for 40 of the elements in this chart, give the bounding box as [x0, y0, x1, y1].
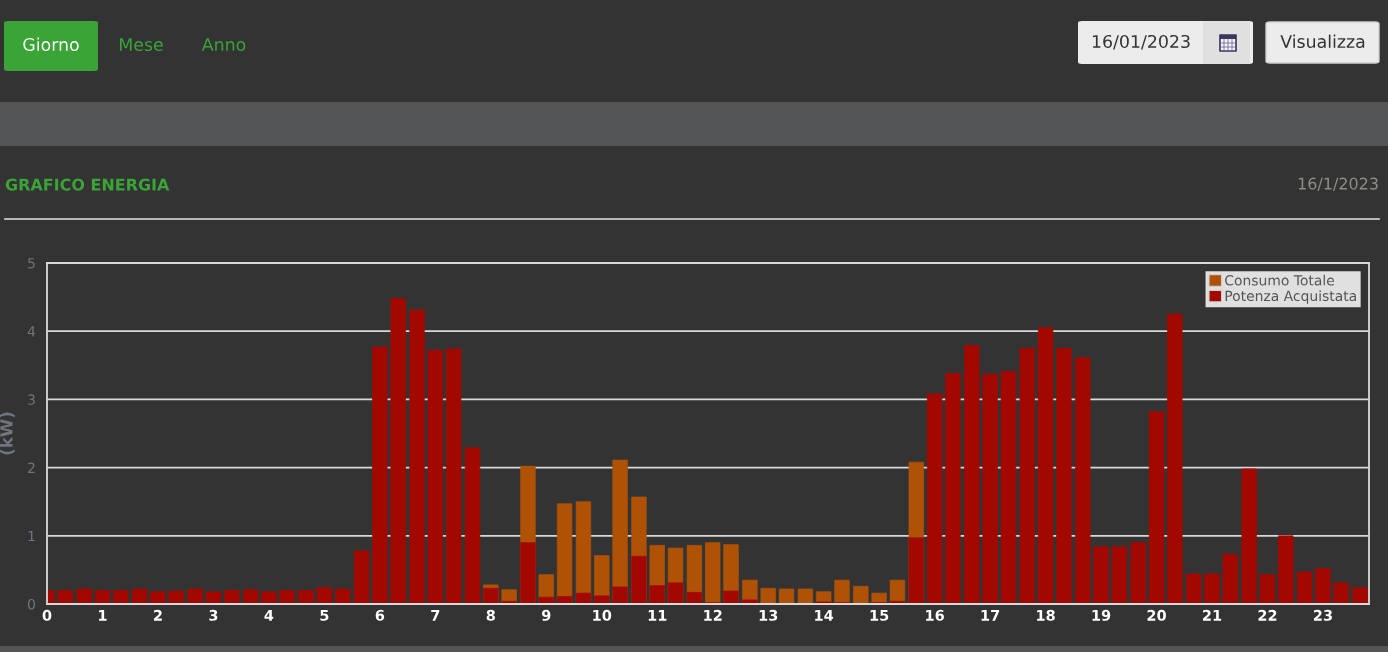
x-tick-label: 23: [1313, 609, 1332, 621]
text: Anno: [201, 38, 246, 52]
x-tick-label: 22: [1258, 609, 1277, 621]
x-tick-label: 7: [431, 610, 440, 621]
x-tick-label: 0: [42, 609, 52, 621]
x-tick-label: 14: [815, 610, 834, 621]
x-tick-label: 8: [486, 609, 495, 621]
x-tick-label: 13: [759, 609, 778, 621]
y-axis-title: (kW): [0, 412, 15, 455]
x-tick-label: 21: [1203, 609, 1222, 621]
y-tick-label: 5: [28, 258, 35, 269]
x-tick-label: 5: [320, 610, 329, 621]
y-tick-label: 2: [28, 462, 35, 473]
legend-label: Consumo Totale: [1225, 274, 1335, 286]
text: Visualizza: [1280, 34, 1365, 49]
x-tick-label: 17: [981, 610, 1000, 621]
x-tick-label: 9: [541, 609, 551, 621]
legend-label: Potenza Acquistata: [1225, 290, 1356, 304]
x-tick-label: 15: [870, 610, 889, 621]
x-tick-label: 1: [99, 610, 107, 621]
x-tick-label: 12: [704, 609, 722, 621]
y-tick-label: 3: [28, 394, 35, 405]
y-tick-label: 1: [28, 530, 35, 542]
x-tick-label: 20: [1147, 609, 1166, 621]
x-tick-label: 2: [154, 609, 162, 621]
y-tick-label: 0: [27, 598, 35, 610]
x-tick-label: 19: [1092, 609, 1111, 621]
x-tick-label: 18: [1037, 609, 1055, 621]
text: Giorno: [23, 37, 79, 52]
x-tick-label: 3: [209, 609, 218, 621]
y-tick-label: 4: [27, 326, 36, 337]
chart-subtitle: 16/1/2023: [1298, 177, 1378, 191]
text: Mese: [120, 38, 163, 52]
x-tick-label: 4: [264, 610, 274, 621]
x-tick-label: 6: [375, 609, 385, 621]
x-tick-label: 16: [926, 609, 944, 621]
text: 16/01/2023: [1092, 34, 1190, 50]
chart-title: GRAFICO ENERGIA: [5, 178, 170, 191]
x-tick-label: 10: [593, 609, 612, 621]
x-tick-label: 11: [648, 610, 667, 621]
